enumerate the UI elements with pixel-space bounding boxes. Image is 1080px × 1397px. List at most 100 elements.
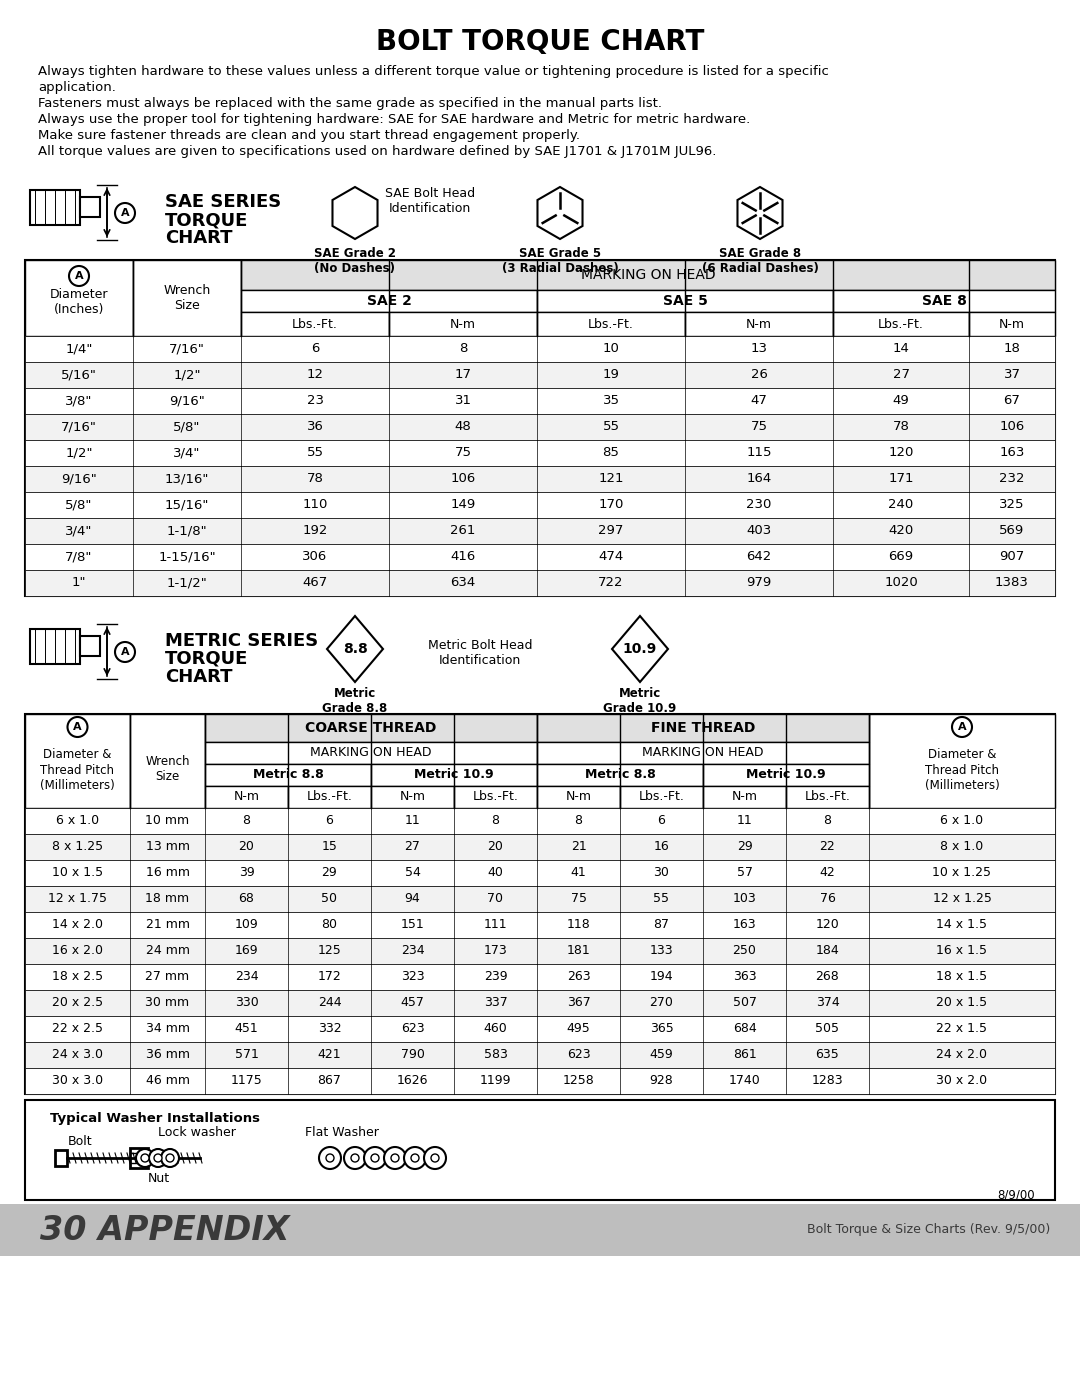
Bar [620, 787, 703, 807]
Circle shape [384, 1147, 406, 1169]
Text: 36: 36 [307, 420, 323, 433]
Bar [833, 312, 969, 337]
Circle shape [319, 1147, 341, 1169]
Text: 8: 8 [824, 814, 832, 827]
Bar [537, 787, 620, 807]
Text: 363: 363 [732, 971, 756, 983]
Text: 5/8": 5/8" [173, 420, 201, 433]
Text: 10.9: 10.9 [623, 643, 657, 657]
Text: 467: 467 [302, 577, 327, 590]
Text: 21: 21 [570, 841, 586, 854]
Text: 14: 14 [892, 342, 909, 355]
Text: 623: 623 [401, 1023, 424, 1035]
Bar [537, 764, 703, 787]
Bar [0, 1204, 1080, 1256]
Text: 332: 332 [318, 1023, 341, 1035]
Bar [537, 291, 833, 312]
Text: 3/4": 3/4" [65, 524, 93, 538]
Text: SAE Grade 8
(6 Radial Dashes): SAE Grade 8 (6 Radial Dashes) [702, 247, 819, 275]
Text: 181: 181 [567, 944, 591, 957]
Text: 11: 11 [737, 814, 753, 827]
Text: 1-1/2": 1-1/2" [166, 577, 207, 590]
Text: Metric 8.8: Metric 8.8 [584, 768, 656, 781]
Bar [205, 714, 537, 742]
Text: 103: 103 [732, 893, 756, 905]
Bar [25, 1016, 1055, 1042]
Text: 26: 26 [751, 369, 768, 381]
Text: 11: 11 [405, 814, 420, 827]
Bar [25, 937, 1055, 964]
Text: 48: 48 [455, 420, 471, 433]
Text: N-m: N-m [400, 791, 426, 803]
Text: Diameter
(Inches): Diameter (Inches) [50, 288, 108, 316]
Text: N-m: N-m [746, 317, 772, 331]
Text: 184: 184 [815, 944, 839, 957]
Text: A: A [73, 722, 82, 732]
Text: 1/2": 1/2" [173, 369, 201, 381]
Text: 374: 374 [815, 996, 839, 1010]
Text: 30 APPENDIX: 30 APPENDIX [40, 1214, 289, 1246]
Text: 194: 194 [650, 971, 673, 983]
Circle shape [951, 717, 972, 738]
Bar [833, 291, 1055, 312]
Bar [25, 388, 1055, 414]
Text: 623: 623 [567, 1049, 591, 1062]
Text: 41: 41 [570, 866, 586, 880]
Bar [25, 414, 1055, 440]
Text: Make sure fastener threads are clean and you start thread engagement properly.: Make sure fastener threads are clean and… [38, 129, 580, 142]
Text: 34 mm: 34 mm [146, 1023, 189, 1035]
Text: All torque values are given to specifications used on hardware defined by SAE J1: All torque values are given to specifica… [38, 145, 716, 158]
Text: 505: 505 [815, 1023, 839, 1035]
Text: 20: 20 [239, 841, 255, 854]
Text: 15/16": 15/16" [165, 499, 210, 511]
Text: 979: 979 [746, 577, 771, 590]
Text: 170: 170 [598, 499, 623, 511]
Text: 37: 37 [1003, 369, 1021, 381]
Text: 234: 234 [401, 944, 424, 957]
Text: 24 x 2.0: 24 x 2.0 [936, 1049, 987, 1062]
Text: 17: 17 [455, 369, 472, 381]
Text: 29: 29 [322, 866, 337, 880]
Text: A: A [958, 722, 967, 732]
Text: 68: 68 [239, 893, 255, 905]
Text: Wrench
Size: Wrench Size [163, 284, 211, 312]
Text: 46 mm: 46 mm [146, 1074, 189, 1087]
Text: 171: 171 [888, 472, 914, 486]
Text: 120: 120 [815, 918, 839, 932]
Text: 173: 173 [484, 944, 508, 957]
Text: Flat Washer: Flat Washer [305, 1126, 379, 1139]
Bar [25, 467, 1055, 492]
Text: 24 x 3.0: 24 x 3.0 [52, 1049, 103, 1062]
Text: Diameter &
Thread Pitch
(Millimeters): Diameter & Thread Pitch (Millimeters) [924, 749, 999, 792]
Bar [454, 787, 537, 807]
Circle shape [326, 1154, 334, 1162]
Text: 21 mm: 21 mm [146, 918, 189, 932]
Text: 7/16": 7/16" [62, 420, 97, 433]
Text: 306: 306 [302, 550, 327, 563]
Text: Always tighten hardware to these values unless a different torque value or tight: Always tighten hardware to these values … [38, 66, 828, 78]
Text: TORQUE: TORQUE [165, 650, 248, 668]
Text: FINE THREAD: FINE THREAD [651, 721, 755, 735]
Text: 5/8": 5/8" [65, 499, 93, 511]
Bar [25, 964, 1055, 990]
Bar [25, 990, 1055, 1016]
Text: 8/9/00: 8/9/00 [997, 1187, 1035, 1201]
Text: 1-15/16": 1-15/16" [158, 550, 216, 563]
Text: 16 mm: 16 mm [146, 866, 189, 880]
Text: 16: 16 [653, 841, 670, 854]
Text: 10 x 1.25: 10 x 1.25 [932, 866, 991, 880]
Circle shape [141, 1154, 149, 1162]
Circle shape [364, 1147, 386, 1169]
Text: 118: 118 [567, 918, 591, 932]
Text: 111: 111 [484, 918, 508, 932]
Text: 192: 192 [302, 524, 327, 538]
Text: Metric Bolt Head
Identification: Metric Bolt Head Identification [428, 638, 532, 666]
Text: N-m: N-m [999, 317, 1025, 331]
Text: 240: 240 [889, 499, 914, 511]
Text: 1/2": 1/2" [65, 447, 93, 460]
Text: 27: 27 [892, 369, 909, 381]
Text: 47: 47 [751, 394, 768, 408]
Text: 1283: 1283 [812, 1074, 843, 1087]
Text: Always use the proper tool for tightening hardware: SAE for SAE hardware and Met: Always use the proper tool for tightenin… [38, 113, 751, 126]
Text: 106: 106 [999, 420, 1025, 433]
